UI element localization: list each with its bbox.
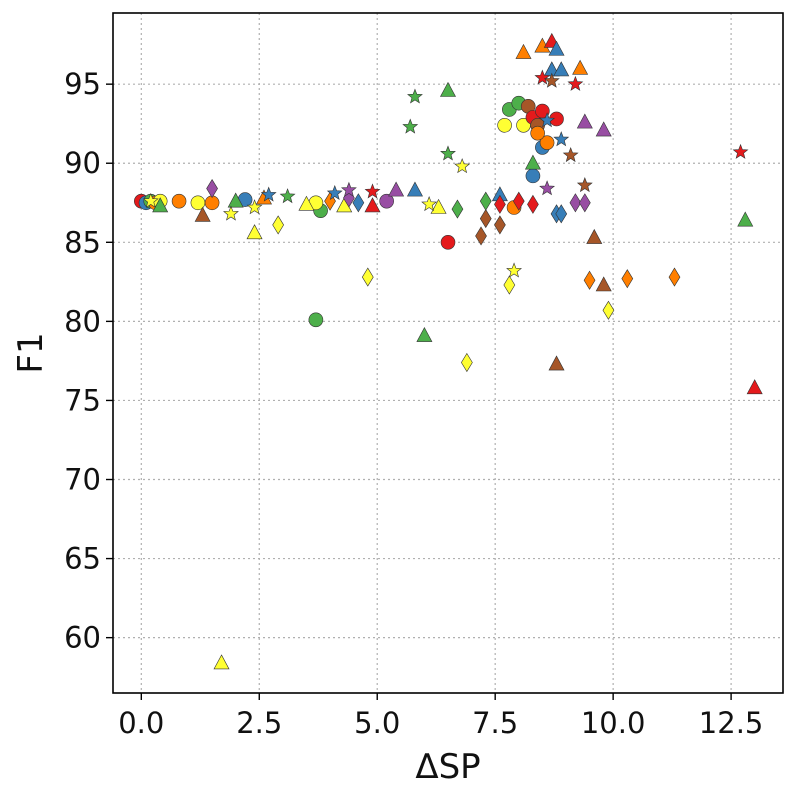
data-point-star (407, 88, 423, 104)
data-point-star (340, 181, 357, 197)
data-point-star (364, 183, 381, 199)
data-point-triangle (152, 197, 169, 213)
data-point-star (223, 205, 239, 221)
data-point-diamond (461, 352, 473, 373)
data-point-triangle (548, 40, 565, 56)
data-point-star (543, 72, 560, 88)
data-point-star (539, 180, 556, 196)
data-point-diamond (352, 193, 365, 213)
data-point-triangle (388, 181, 405, 197)
data-point-triangle (227, 192, 244, 208)
data-point-triangle (746, 379, 763, 395)
data-point-triangle (298, 195, 315, 211)
y-axis-label: F1 (11, 332, 51, 373)
data-point-diamond (668, 267, 681, 287)
x-tick-label: 7.5 (472, 706, 518, 740)
data-point-triangle (364, 197, 381, 213)
data-point-diamond (206, 178, 218, 199)
data-point-star (506, 262, 522, 278)
data-point-diamond (475, 226, 487, 246)
axis-ticks: 0.0 2.5 5.0 7.5 10.0 12.5 60 65 70 75 80 85 90 95 (64, 67, 763, 740)
data-point-triangle (524, 154, 541, 170)
y-tick-label: 70 (64, 463, 101, 497)
data-point-star (440, 145, 456, 161)
data-point-diamond (512, 191, 525, 211)
data-point-circle (171, 193, 187, 209)
x-tick-label: 5.0 (354, 706, 400, 740)
data-point-diamond (494, 215, 506, 235)
data-point-circle (497, 117, 512, 133)
data-point-diamond (555, 204, 568, 224)
data-point-diamond (569, 193, 582, 213)
data-point-star (246, 199, 263, 215)
data-point-triangle (213, 654, 230, 670)
data-point-star (567, 75, 584, 91)
data-point-diamond (451, 199, 464, 219)
y-tick-label: 80 (64, 304, 101, 338)
data-point-triangle (548, 355, 565, 371)
data-point-star (260, 186, 277, 202)
data-point-triangle (246, 224, 263, 240)
x-tick-label: 0.0 (118, 706, 164, 740)
data-point-circle (379, 193, 394, 209)
data-point-star (534, 69, 551, 85)
data-point-star (562, 146, 579, 163)
data-point-triangle (553, 61, 570, 77)
data-point-triangle (416, 326, 433, 342)
data-point-triangle (515, 43, 532, 59)
data-point-star (142, 192, 159, 208)
y-tick-label: 90 (64, 146, 101, 180)
data-point-star (402, 118, 419, 134)
data-point-circle (525, 168, 541, 184)
data-point-star (454, 158, 471, 174)
data-point-star (279, 188, 296, 204)
data-point-diamond (479, 191, 492, 211)
data-point-triangle (430, 198, 447, 214)
data-point-triangle (194, 206, 211, 222)
data-point-circle (539, 135, 555, 150)
data-point-diamond (621, 269, 634, 289)
data-point-triangle (576, 113, 593, 129)
data-point-diamond (503, 275, 516, 295)
data-point-star (732, 143, 749, 159)
x-axis-label: ΔSP (415, 747, 480, 787)
y-tick-label: 75 (64, 383, 101, 417)
data-point-triangle (572, 59, 589, 75)
data-point-triangle (406, 181, 423, 197)
data-point-star (576, 177, 593, 193)
y-tick-label: 95 (64, 67, 101, 101)
data-point-circle (308, 312, 324, 328)
data-point-triangle (439, 81, 457, 97)
data-point-triangle (595, 121, 612, 137)
data-point-diamond (578, 193, 591, 213)
data-point-star (421, 196, 438, 212)
grid (113, 13, 783, 693)
plot-frame (112, 12, 784, 694)
x-tick-label: 10.0 (581, 706, 646, 740)
data-points (134, 32, 763, 670)
data-point-diamond (583, 270, 596, 290)
data-point-star (553, 131, 570, 147)
data-point-diamond (602, 300, 615, 320)
data-point-diamond (361, 267, 374, 287)
data-point-diamond (527, 194, 539, 214)
data-point-triangle (586, 228, 603, 244)
y-tick-label: 85 (64, 225, 101, 259)
data-point-diamond (272, 215, 284, 235)
x-tick-label: 12.5 (699, 706, 764, 740)
data-point-circle (440, 235, 456, 250)
data-point-triangle (737, 211, 754, 227)
data-point-diamond (479, 209, 492, 229)
y-tick-label: 65 (64, 542, 101, 576)
data-point-circle (530, 125, 545, 141)
data-point-star (326, 184, 343, 201)
data-point-star (539, 112, 556, 128)
data-point-diamond (494, 194, 506, 214)
y-tick-label: 60 (64, 621, 101, 655)
data-point-triangle (595, 276, 612, 292)
x-tick-label: 2.5 (236, 706, 282, 740)
